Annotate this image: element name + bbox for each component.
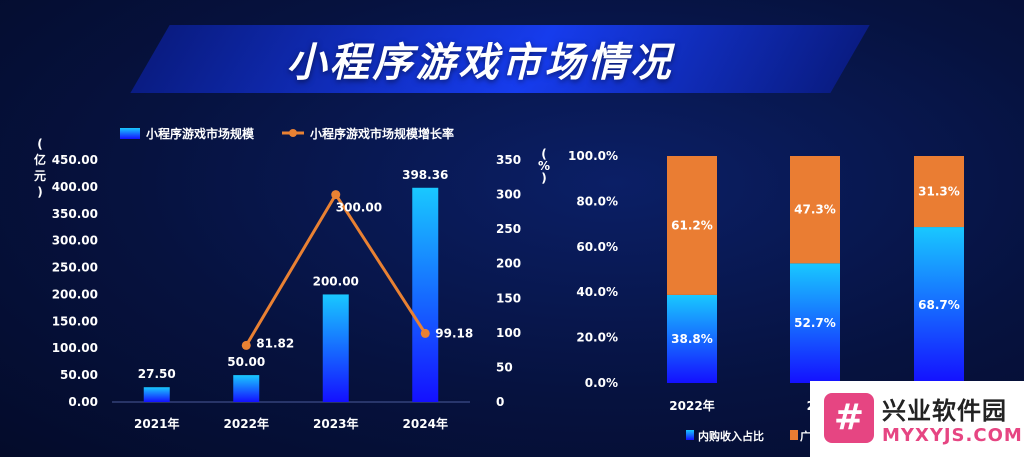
bar-value-label: 27.50 bbox=[138, 367, 176, 381]
bar-value-label: 200.00 bbox=[313, 274, 359, 288]
watermark: # 兴业软件园 MYXYJS.COM bbox=[810, 381, 1024, 457]
y-tick-label: 450.00 bbox=[52, 153, 98, 167]
stack-y-tick-label: 40.0% bbox=[576, 285, 618, 299]
x-tick-label: 2021年 bbox=[134, 416, 179, 431]
y2-tick-label: 50 bbox=[496, 360, 513, 374]
stack-y-tick-label: 0.0% bbox=[585, 376, 618, 390]
stack-y-tick-label: 80.0% bbox=[576, 194, 618, 208]
stack-bar-segment-ad bbox=[914, 156, 964, 228]
stack-value-label: 31.3% bbox=[918, 185, 960, 199]
y-tick-label: 0.00 bbox=[68, 395, 98, 409]
stack-bar-segment-ad bbox=[790, 156, 840, 264]
watermark-logo-icon: # bbox=[824, 393, 874, 443]
stack-legend-label-inapp: 内购收入占比 bbox=[698, 429, 764, 443]
stack-y-tick-label: 20.0% bbox=[576, 331, 618, 345]
bar bbox=[143, 387, 170, 402]
stack-bar-segment-inapp bbox=[667, 294, 717, 383]
y-tick-label: 50.00 bbox=[60, 368, 98, 382]
legend-label-line: 小程序游戏市场规模增长率 bbox=[310, 126, 454, 141]
y-tick-label: 400.00 bbox=[52, 180, 98, 194]
stack-bar-segment-ad bbox=[667, 156, 717, 295]
y-tick-label: 100.00 bbox=[52, 341, 98, 355]
stack-value-label: 68.7% bbox=[918, 298, 960, 312]
stack-value-label: 38.8% bbox=[671, 332, 713, 346]
watermark-name: 兴业软件园 bbox=[882, 397, 1007, 425]
y2-axis-title: (%) bbox=[538, 147, 550, 185]
stack-bar-segment-inapp bbox=[914, 227, 964, 383]
stack-y-tick-label: 60.0% bbox=[576, 240, 618, 254]
y2-tick-label: 100 bbox=[496, 326, 521, 340]
bar-value-label: 398.36 bbox=[402, 168, 448, 182]
stack-value-label: 52.7% bbox=[794, 316, 836, 330]
y-tick-label: 250.00 bbox=[52, 261, 98, 275]
bar bbox=[412, 187, 439, 402]
y-tick-label: 150.00 bbox=[52, 314, 98, 328]
bar bbox=[233, 375, 260, 402]
legend-swatch-bar bbox=[120, 128, 140, 139]
growth-value-label: 99.18 bbox=[435, 326, 473, 340]
stack-value-label: 47.3% bbox=[794, 203, 836, 217]
growth-value-label: 81.82 bbox=[256, 336, 294, 350]
y2-tick-label: 350 bbox=[496, 153, 521, 167]
growth-value-label: 300.00 bbox=[336, 201, 382, 215]
y2-tick-label: 300 bbox=[496, 188, 521, 202]
y2-tick-label: 200 bbox=[496, 257, 521, 271]
growth-point bbox=[241, 340, 251, 350]
y2-tick-label: 150 bbox=[496, 291, 521, 305]
stack-legend-swatch-inapp bbox=[686, 430, 694, 440]
stack-y-tick-label: 100.0% bbox=[568, 149, 618, 163]
growth-point bbox=[331, 190, 341, 200]
legend-label-bar: 小程序游戏市场规模 bbox=[146, 126, 255, 141]
stack-legend-swatch-ad bbox=[790, 430, 798, 440]
bar-value-label: 50.00 bbox=[227, 355, 265, 369]
y-axis-title: (亿元) bbox=[34, 137, 46, 199]
x-tick-label: 2024年 bbox=[403, 416, 448, 431]
stack-bar-segment-inapp bbox=[790, 263, 840, 383]
bar bbox=[322, 294, 349, 402]
chart-title: 小程序游戏市场情况 bbox=[286, 40, 674, 86]
x-tick-label: 2022年 bbox=[224, 416, 269, 431]
y2-tick-label: 250 bbox=[496, 222, 521, 236]
x-tick-label: 2023年 bbox=[313, 416, 358, 431]
watermark-url: MYXYJS.COM bbox=[882, 425, 1023, 446]
y-tick-label: 350.00 bbox=[52, 207, 98, 221]
y-tick-label: 300.00 bbox=[52, 234, 98, 248]
y-tick-label: 200.00 bbox=[52, 287, 98, 301]
stack-legend-label-ad: 广 bbox=[800, 429, 811, 443]
y2-tick-label: 0 bbox=[496, 395, 504, 409]
legend-line-marker bbox=[289, 129, 297, 137]
growth-point bbox=[420, 328, 430, 338]
stack-value-label: 61.2% bbox=[671, 218, 713, 232]
stack-x-tick-label: 2022年 bbox=[669, 398, 714, 413]
